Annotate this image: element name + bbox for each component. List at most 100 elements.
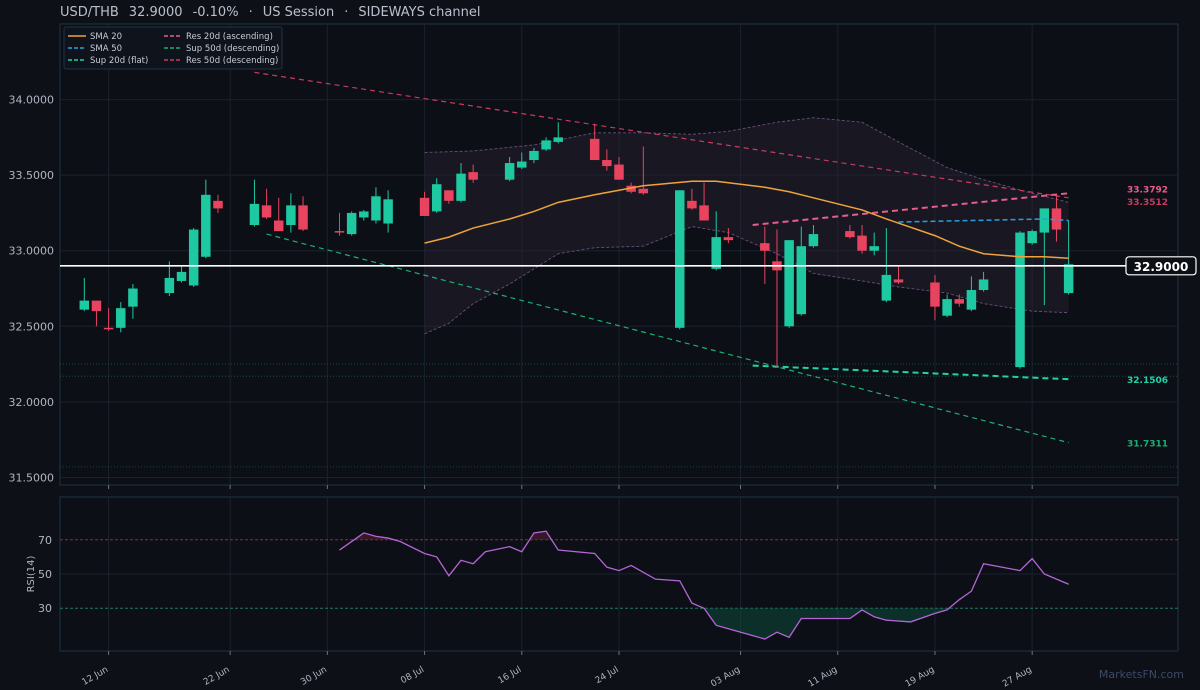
rsi-axis-label: RSI(14) <box>26 556 37 593</box>
candle-body <box>966 290 977 310</box>
current-price-tag <box>1125 256 1197 276</box>
legend-label: Res 20d (ascending) <box>186 32 273 42</box>
candle-body <box>614 164 624 180</box>
candle-body <box>298 205 308 230</box>
y-tick-label: 33.0000 <box>9 245 55 258</box>
candle-body <box>359 211 369 218</box>
level-label: 31.7311 <box>1127 440 1168 450</box>
candle-body <box>687 200 697 209</box>
rsi-tick-label: 50 <box>38 568 52 581</box>
x-tick-label: 19 Aug <box>904 665 937 690</box>
chart-header: USD/THB 32.9000 -0.10% · US Session · SIDEWAYS… <box>60 5 490 20</box>
candle-body <box>468 172 478 180</box>
candle-body <box>796 246 807 315</box>
separator: · <box>344 5 349 20</box>
candle-body <box>79 300 90 310</box>
trend-line <box>254 71 1069 199</box>
current-price-label: 32.9000 <box>1134 260 1189 274</box>
bollinger-lower-line <box>424 226 1069 335</box>
candle-body <box>116 308 126 328</box>
y-tick-label: 31.5000 <box>9 471 55 484</box>
candle-body <box>711 237 721 269</box>
y-tick-label: 32.5000 <box>9 320 55 333</box>
candle-body <box>188 229 199 286</box>
candle-body <box>431 184 442 212</box>
candle-body <box>371 196 381 221</box>
candle-body <box>419 197 430 216</box>
legend: SMA 20 SMA 50 Sup 20d (flat) Res 20d (ascen… <box>63 26 283 70</box>
candle-body <box>286 205 296 226</box>
candle-body <box>91 300 102 312</box>
level-label: 33.3792 <box>1127 185 1168 195</box>
candle-body <box>589 138 600 161</box>
candle-body <box>723 237 734 241</box>
symbol-label: USD/THB <box>60 5 119 20</box>
candle-body <box>456 173 466 201</box>
candle-body <box>954 299 965 304</box>
x-tick-label: 30 Jun <box>299 665 329 688</box>
x-tick-label: 27 Aug <box>1001 665 1034 690</box>
level-label: 32.1506 <box>1127 376 1168 386</box>
candle-body <box>553 137 563 142</box>
candle-body <box>213 200 223 209</box>
legend-label: SMA 20 <box>90 32 122 42</box>
x-tick-label: 24 Jul <box>594 665 621 686</box>
y-tick-label: 32.0000 <box>9 396 55 409</box>
candle-body <box>638 188 649 194</box>
candle-body <box>869 246 879 251</box>
candle-body <box>1027 231 1037 244</box>
sma20-line <box>424 180 1069 260</box>
candle-body <box>517 161 527 168</box>
candle-body <box>930 282 940 307</box>
legend-label: SMA 50 <box>90 44 122 54</box>
x-tick-label: 11 Aug <box>807 665 840 690</box>
candle-body <box>334 231 345 233</box>
x-tick-label: 03 Aug <box>709 665 742 690</box>
candle-body <box>541 140 551 150</box>
x-tick-label: 08 Jul <box>399 665 426 686</box>
x-tick-label: 22 Jun <box>202 665 232 688</box>
candle-body <box>845 231 855 238</box>
separator: · <box>248 5 253 20</box>
channel-label: SIDEWAYS channel <box>358 5 481 20</box>
price-label: 32.9000 <box>128 5 183 20</box>
candle-body <box>808 234 819 247</box>
candle-body <box>201 194 211 257</box>
change-label: -0.10% <box>192 5 239 20</box>
candle-body <box>103 327 114 330</box>
y-tick-label: 33.5000 <box>9 169 55 182</box>
candle-body <box>444 190 454 201</box>
candle-body <box>942 299 952 316</box>
x-tick-label: 12 Jun <box>81 665 111 688</box>
candle-body <box>176 271 187 281</box>
trend-line <box>266 233 1069 444</box>
candle-body <box>273 220 284 232</box>
candle-body <box>699 205 709 221</box>
candle-body <box>1063 264 1074 294</box>
candle-body <box>1039 208 1050 233</box>
rsi-tick-label: 70 <box>38 534 52 547</box>
candle-body <box>602 160 612 167</box>
watermark: MarketsFN.com <box>1098 668 1184 681</box>
trend-line <box>752 192 1069 227</box>
session-label: US Session <box>262 5 335 20</box>
legend-label: Sup 20d (flat) <box>90 56 148 66</box>
rsi-oversold-fill <box>704 608 950 640</box>
trend-line <box>752 364 1069 381</box>
candle-body <box>1015 232 1025 368</box>
rsi-tick-label: 30 <box>38 602 52 615</box>
bollinger-band-fill <box>424 117 1069 334</box>
candle-body <box>893 279 904 283</box>
legend-label: Res 50d (descending) <box>186 56 278 66</box>
sma50-line <box>898 218 1069 223</box>
candle-body <box>261 205 272 218</box>
candle-body <box>881 274 892 301</box>
candle-body <box>760 243 770 251</box>
candle-body <box>857 235 867 251</box>
candle-body <box>784 240 794 327</box>
legend-label: Sup 50d (descending) <box>186 44 279 54</box>
rsi-line <box>339 530 1069 640</box>
candle-body <box>504 163 515 180</box>
y-tick-label: 34.0000 <box>9 94 55 107</box>
